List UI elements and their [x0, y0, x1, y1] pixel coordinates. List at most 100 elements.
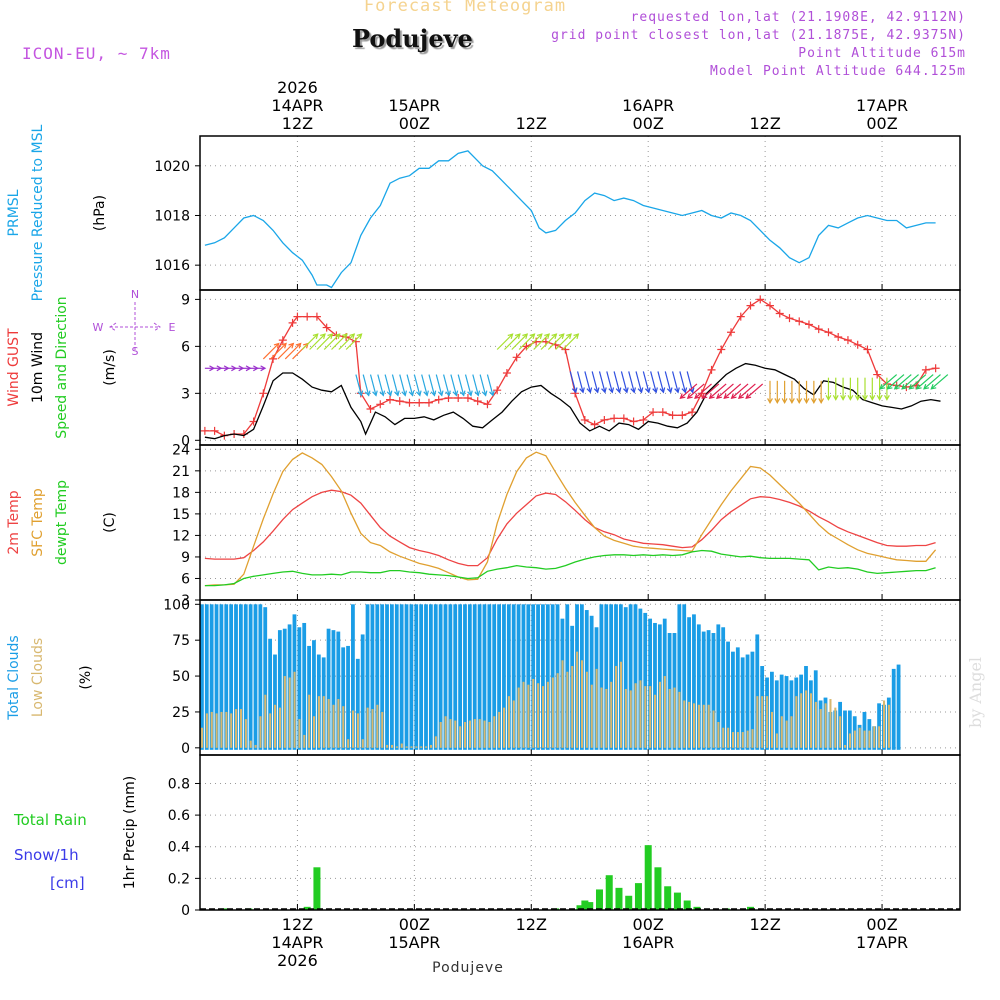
wind-arrow-head [840, 395, 847, 401]
wind-arrow-head [767, 398, 773, 405]
wind-arrow-shaft [547, 333, 565, 350]
wind-arrow-head [601, 387, 607, 394]
top-time-label: 17APR [856, 96, 908, 115]
bottom-time-label: 00Z [866, 915, 897, 934]
wind-arrow-shaft [511, 333, 528, 350]
gust-marker [415, 398, 424, 407]
gust-marker [717, 345, 726, 354]
y-tick-label: 75 [172, 633, 190, 649]
wind-arrow-head [774, 398, 781, 405]
wind-arrow-shaft [901, 374, 919, 390]
total-cloud-bar [774, 680, 779, 750]
precip-bar [313, 867, 321, 910]
low-cloud-bar [634, 683, 637, 748]
wind-arrow-head [401, 390, 408, 397]
total-cloud-bar [375, 604, 380, 750]
gust-marker [483, 400, 492, 409]
low-cloud-bar [707, 704, 710, 748]
precip-bar [644, 845, 652, 910]
wind-arrow-shaft [533, 333, 550, 350]
total-cloud-bar [731, 651, 735, 750]
gust-marker [322, 323, 331, 332]
low-cloud-bar [639, 680, 642, 748]
low-cloud-bar [361, 739, 364, 748]
place-title: Podujeve [352, 24, 473, 53]
total-cloud-bar [531, 604, 536, 750]
y-tick-label: 50 [172, 669, 190, 685]
total-cloud-bar [467, 604, 472, 750]
wind-arrow-head [847, 395, 854, 401]
top-time-label: 00Z [866, 114, 897, 133]
wind-arrow-head [551, 333, 558, 340]
low-cloud-bar [790, 716, 793, 748]
wind-arrow-head [623, 387, 629, 394]
low-cloud-bar [298, 719, 301, 748]
plot-area [200, 604, 901, 750]
total-cloud-bar [516, 604, 521, 750]
grid-point-location: grid point closest lon,lat (21.1875E, 42… [551, 28, 966, 43]
total-cloud-bar [258, 604, 263, 750]
low-cloud-bar [819, 709, 822, 748]
low-cloud-bar [770, 711, 774, 748]
gust-marker [405, 398, 414, 407]
total-cloud-bar [653, 622, 657, 750]
total-cloud-bar [243, 604, 248, 750]
total-cloud-bar [414, 604, 419, 750]
wind-arrow-head [701, 393, 708, 400]
wind-arrow-head [681, 387, 688, 394]
wind-arrow-head [674, 387, 680, 394]
y-tick-label: 25 [172, 705, 190, 721]
gust-marker [824, 328, 833, 337]
total-cloud-bar [779, 674, 784, 750]
wind-arrow-shaft [435, 374, 443, 396]
wind-arrow-head [566, 333, 572, 340]
gust-marker [210, 426, 219, 435]
low-cloud-bar [400, 743, 403, 748]
low-cloud-bar [488, 721, 491, 748]
wind-arrow-head [854, 395, 861, 401]
low-cloud-bar [863, 730, 866, 748]
gust-marker [619, 414, 628, 423]
wind-arrow-shaft [620, 371, 628, 393]
wind-arrow-head [529, 333, 536, 340]
gust-marker [795, 317, 804, 326]
total-cloud-bar [438, 604, 443, 750]
low-cloud-bar [571, 666, 574, 748]
total-cloud-bar [604, 604, 609, 750]
total-cloud-bar [404, 604, 409, 750]
low-cloud-bar [337, 699, 340, 748]
low-cloud-bar [356, 713, 359, 748]
gust-marker [688, 408, 697, 417]
total-cloud-bar [453, 604, 458, 750]
total-cloud-bar [224, 604, 229, 750]
total-cloud-bar [219, 604, 224, 750]
bottom-time-label: 16APR [622, 933, 674, 952]
bottom-time-label: 2026 [277, 951, 318, 970]
low-cloud-bar [712, 710, 715, 748]
low-cloud-bar [376, 704, 379, 748]
bottom-time-label: 17APR [856, 933, 908, 952]
wind-arrow-head [415, 390, 422, 397]
panel-frame [199, 754, 961, 911]
wind-arrow-shaft [277, 343, 294, 360]
low-cloud-bar [205, 713, 208, 748]
wind-arrow-head [694, 393, 701, 400]
wind-arrow-shaft [923, 374, 941, 390]
wind-arrow-shaft [916, 374, 934, 390]
precip-bar [625, 895, 633, 910]
wind-arrow-shaft [657, 371, 665, 393]
wind-arrow-shaft [262, 343, 280, 360]
low-cloud-bar [605, 688, 608, 748]
low-cloud-bar [683, 700, 686, 748]
wind-arrow-head [666, 387, 673, 394]
wind-arrow-head [536, 333, 543, 340]
wind-arrow-head [379, 390, 386, 397]
precip-legend-item: Total Rain [13, 811, 87, 829]
panel-label: Low Clouds [30, 638, 46, 717]
low-cloud-bar [644, 686, 647, 748]
panel-temperature: 3 6 9 12 15 18 21 24 2m Temp SFC Temp dewpt Temp (C… [6, 442, 961, 609]
wind-arrow-head [818, 398, 825, 405]
wind-arrow-shaft [680, 383, 698, 399]
gust-marker [658, 408, 667, 417]
wind-arrow-shaft [486, 374, 494, 396]
